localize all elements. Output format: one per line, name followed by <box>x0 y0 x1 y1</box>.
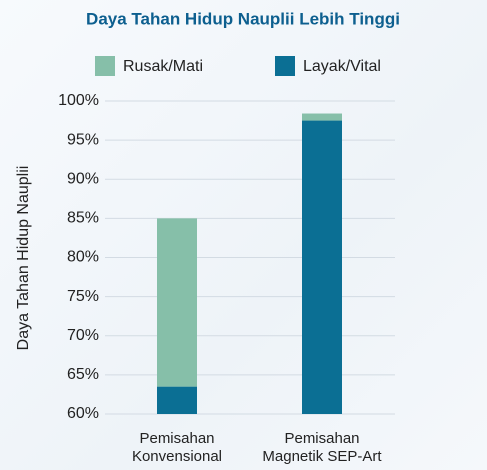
y-tick-label: 85% <box>67 210 99 227</box>
y-tick-label: 100% <box>58 92 99 109</box>
y-tick-label: 60% <box>67 405 99 422</box>
bar-segment <box>157 386 197 414</box>
y-tick-label: 65% <box>67 366 99 383</box>
y-tick-label: 80% <box>67 249 99 266</box>
legend-label: Layak/Vital <box>303 58 381 75</box>
chart-title: Daya Tahan Hidup Nauplii Lebih Tinggi <box>86 9 400 28</box>
bar-segment <box>302 120 342 414</box>
x-tick-label: Pemisahan Magnetik SEP-Art <box>262 430 382 465</box>
x-tick-label: Pemisahan Konvensional <box>131 430 223 465</box>
y-axis-label: Daya Tahan Hidup Nauplii <box>15 166 32 351</box>
bar-segment <box>157 218 197 387</box>
legend-label: Rusak/Mati <box>123 58 203 75</box>
y-tick-label: 70% <box>67 327 99 344</box>
legend-swatch <box>275 56 295 76</box>
y-tick-label: 90% <box>67 170 99 187</box>
y-tick-label: 95% <box>67 131 99 148</box>
y-tick-label: 75% <box>67 288 99 305</box>
legend-swatch <box>95 56 115 76</box>
bar-segment <box>302 113 342 121</box>
